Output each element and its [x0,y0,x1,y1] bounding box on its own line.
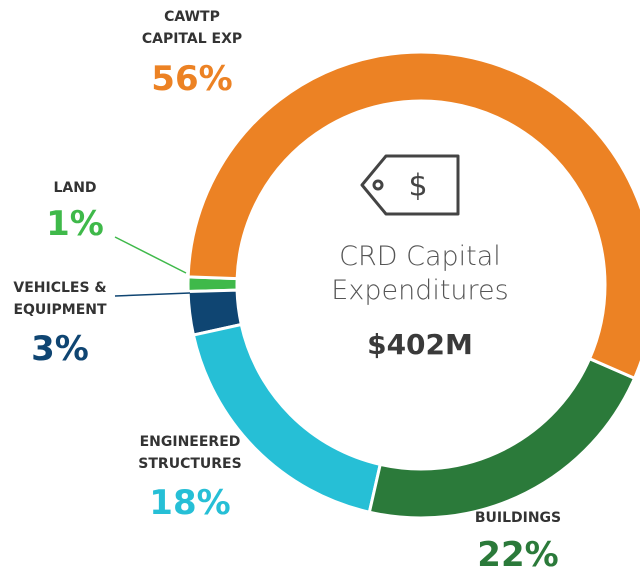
leader-line [114,292,191,297]
tag-symbol: $ [408,169,427,204]
value-label: 3% [31,329,89,369]
leader-line [114,236,187,274]
donut-slice [186,50,640,381]
center-title: CRD Capital Expenditures [331,241,509,306]
category-label: VEHICLES & EQUIPMENT [13,280,107,318]
value-label: 56% [151,59,233,99]
category-label: BUILDINGS [474,510,562,526]
value-label: 22% [477,535,559,574]
donut-slice [186,288,244,337]
tag-hole [372,179,384,191]
value-label: 18% [149,483,231,523]
donut-slice [367,356,637,520]
category-label: CAWTP CAPITAL EXP [141,9,243,47]
value-label: 1% [46,204,104,244]
category-label: LAND [53,180,97,196]
tag-icon: $ [360,154,460,216]
center-total: $402M [367,328,473,361]
category-label: ENGINEERED STRUCTURES [138,434,242,472]
donut-slice [191,322,383,515]
tag-outline [360,154,460,216]
